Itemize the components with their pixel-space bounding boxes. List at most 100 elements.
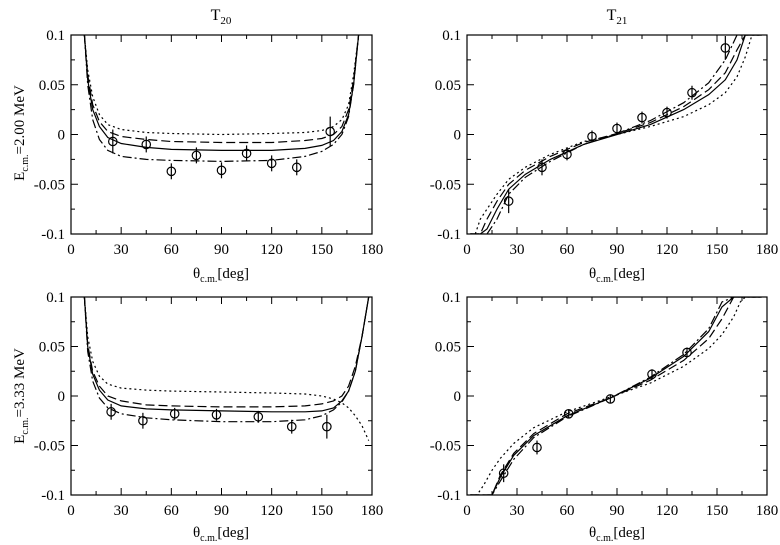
x-tick-label: 0 <box>67 242 75 258</box>
x-tick-label: 90 <box>214 503 229 519</box>
x-axis-label: θc.m.[deg] <box>193 266 249 285</box>
y-tick-label: 0.1 <box>442 290 461 306</box>
data-point <box>138 412 148 429</box>
data-point <box>216 162 227 179</box>
data-point <box>141 136 152 153</box>
series-solid <box>83 35 360 151</box>
y-tick-label: 0.05 <box>39 340 65 356</box>
x-tick-label: 150 <box>311 503 334 519</box>
y-tick-label: -0.1 <box>41 488 65 504</box>
x-tick-label: 0 <box>463 242 471 258</box>
y-tick-label: 0.1 <box>46 290 65 306</box>
panel-t21-2mev: 0 30 60 90 120 150 180 -0.1 -0.05 0 0.05 0.1 <box>430 28 779 258</box>
x-tick-label: 30 <box>510 503 525 519</box>
y-tick-label: 0 <box>454 389 462 405</box>
x-axis-label: θc.m.[deg] <box>589 525 645 544</box>
y-tick-label: 0 <box>58 389 66 405</box>
y-tick-label: -0.1 <box>437 488 461 504</box>
series-solid <box>470 35 762 234</box>
data-point <box>286 419 297 434</box>
x-tick-label: 30 <box>114 503 129 519</box>
data-point <box>166 163 177 180</box>
data-point <box>612 122 622 135</box>
data-point <box>291 159 302 176</box>
y-tick-label: 0.05 <box>39 78 65 94</box>
x-tick-label: 90 <box>610 503 625 519</box>
x-tick-label: 120 <box>656 503 679 519</box>
panel-t21-333mev: 0 30 60 90 120 150 180 -0.1 -0.05 0 0.05 0.1 <box>430 290 779 519</box>
x-tick-label: 120 <box>260 503 283 519</box>
y-tick-label: 0.05 <box>435 78 461 94</box>
x-axis-label: θc.m.[deg] <box>589 266 645 285</box>
y-tick-label: 0.1 <box>46 28 65 44</box>
data-point <box>325 116 335 147</box>
x-tick-label: 180 <box>361 503 384 519</box>
series-dotted <box>470 35 762 234</box>
data-point <box>720 35 731 60</box>
x-tick-label: 180 <box>756 242 779 258</box>
data-point <box>211 408 222 421</box>
series-solid <box>470 297 762 495</box>
x-tick-label: 120 <box>656 242 679 258</box>
y-tick-label: -0.05 <box>34 177 65 193</box>
title-main: T <box>607 7 617 24</box>
y-tick-label: 0.05 <box>435 340 461 356</box>
data-point <box>587 130 597 143</box>
data-point <box>687 85 697 100</box>
data-point <box>647 369 657 380</box>
y-tick-label: -0.1 <box>41 227 65 243</box>
x-tick-label: 60 <box>560 503 575 519</box>
x-tick-label: 90 <box>214 242 229 258</box>
col-title-t20: T20 <box>211 7 232 27</box>
data-point <box>169 407 180 420</box>
series-dash-dot <box>83 35 360 163</box>
data-point <box>241 145 252 162</box>
x-tick-label: 30 <box>114 242 129 258</box>
data-point <box>266 155 277 172</box>
x-tick-label: 90 <box>610 242 625 258</box>
x-tick-label: 120 <box>260 242 283 258</box>
panel-t20-2mev: 0 30 60 90 120 150 180 -0.1 -0.05 0 0.05 0.1 <box>34 28 384 258</box>
y-tick-label: -0.05 <box>430 177 461 193</box>
row-label-top: Ec.m.=2.00 MeV <box>12 85 31 181</box>
row-label-bottom: Ec.m.=3.33 MeV <box>12 348 31 444</box>
title-main: T <box>211 7 221 24</box>
x-axis-label: θc.m.[deg] <box>193 525 249 544</box>
series-dashed <box>83 35 360 144</box>
x-tick-label: 150 <box>706 242 729 258</box>
title-sub: 21 <box>616 15 627 27</box>
data-point <box>106 403 116 420</box>
y-tick-label: -0.1 <box>437 227 461 243</box>
y-tick-label: 0 <box>454 128 462 144</box>
data-point <box>532 440 542 455</box>
data-point <box>498 464 509 483</box>
data-point <box>563 409 574 419</box>
y-tick-label: 0 <box>58 128 66 144</box>
series-dash-dot <box>83 297 370 423</box>
x-tick-label: 60 <box>164 503 179 519</box>
y-tick-label: -0.05 <box>34 439 65 455</box>
series-dashed <box>470 297 762 495</box>
series-dotted <box>83 297 370 441</box>
data-point <box>322 414 332 439</box>
x-tick-label: 0 <box>463 503 471 519</box>
col-title-t21: T21 <box>607 7 628 27</box>
series-dashed <box>83 297 370 408</box>
x-tick-label: 150 <box>311 242 334 258</box>
x-tick-label: 60 <box>560 242 575 258</box>
x-tick-label: 30 <box>510 242 525 258</box>
data-point <box>191 147 202 164</box>
data-point <box>537 159 547 176</box>
title-sub: 20 <box>220 15 232 27</box>
data-point <box>637 111 647 124</box>
data-point <box>253 410 264 423</box>
data-point <box>662 106 672 119</box>
series-dotted <box>470 297 762 495</box>
x-tick-label: 180 <box>361 242 384 258</box>
x-tick-label: 150 <box>706 503 729 519</box>
x-tick-label: 0 <box>67 503 75 519</box>
plot-frame <box>70 296 373 496</box>
x-tick-label: 180 <box>756 503 779 519</box>
x-tick-label: 60 <box>164 242 179 258</box>
